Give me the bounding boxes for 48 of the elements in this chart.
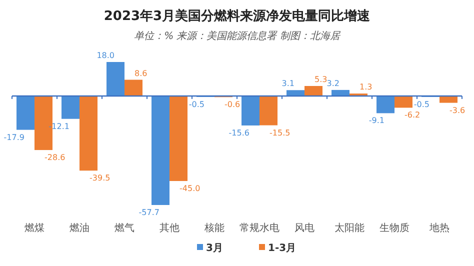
x-tick-label: 地热 <box>428 222 450 234</box>
bar <box>440 96 458 103</box>
data-label: 8.6 <box>134 68 148 78</box>
bar <box>332 90 350 96</box>
x-tick-label: 太阳能 <box>334 222 364 234</box>
data-label: 18.0 <box>96 51 114 60</box>
chart-title: 2023年3月美国分燃料来源净发电量同比增速 <box>104 8 372 24</box>
bar <box>286 90 304 96</box>
data-label: -45.0 <box>180 184 200 193</box>
bar <box>124 80 142 96</box>
x-tick-label: 燃气 <box>114 222 134 234</box>
data-label: -9.1 <box>368 116 384 126</box>
bar <box>394 96 412 108</box>
data-label: 3.2 <box>326 78 340 88</box>
x-tick-label: 常规水电 <box>240 222 280 234</box>
data-label: -0.5 <box>188 100 204 109</box>
bar <box>152 96 170 205</box>
data-label: -15.5 <box>270 128 290 138</box>
bar <box>304 86 322 96</box>
data-label: -17.9 <box>4 132 24 142</box>
x-tick-label: 核能 <box>204 222 224 234</box>
bar <box>376 96 394 114</box>
x-tick-label: 风电 <box>294 222 314 234</box>
bar <box>16 96 34 130</box>
data-label: -28.6 <box>44 153 66 162</box>
bar <box>106 62 124 96</box>
data-label: -15.6 <box>228 128 250 138</box>
bar <box>170 96 188 182</box>
x-tick-label: 其他 <box>160 222 180 234</box>
x-tick-label: 燃油 <box>70 222 90 234</box>
bar <box>242 96 260 126</box>
data-label: -6.2 <box>404 110 420 120</box>
x-tick-label: 生物质 <box>380 222 410 234</box>
chart-subtitle: 单位：% 来源：美国能源信息署 制图：北海居 <box>134 30 341 42</box>
data-label: -39.5 <box>90 174 110 183</box>
legend-label: 1-3月 <box>268 243 296 254</box>
x-tick-label: 燃煤 <box>24 222 44 234</box>
data-label: 1.3 <box>360 82 372 92</box>
legend-label: 3月 <box>206 243 223 254</box>
data-label: -0.6 <box>224 100 240 110</box>
bar <box>80 96 98 171</box>
data-label: 3.1 <box>282 79 294 88</box>
data-label: -0.5 <box>414 100 430 109</box>
bar <box>260 96 278 126</box>
data-label: -57.7 <box>138 208 160 217</box>
data-label: -3.6 <box>450 106 466 115</box>
data-label: 5.3 <box>314 75 328 84</box>
bar <box>62 96 80 119</box>
